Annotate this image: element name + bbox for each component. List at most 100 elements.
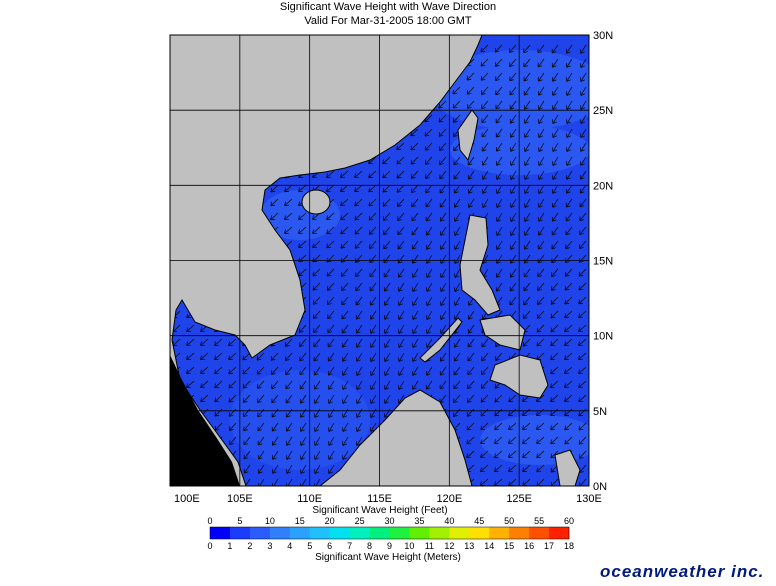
arrow [214,338,223,346]
arrow [424,142,433,151]
arrow [286,478,293,486]
arrow [454,240,461,250]
arrow [426,282,433,292]
arrow [214,422,223,431]
arrow [328,422,335,432]
arrow [466,86,475,95]
arrow [257,394,265,403]
feet-tick-label: 50 [504,516,514,526]
meter-tick-label: 4 [287,541,292,551]
arrow [270,212,279,221]
arrow [257,422,265,432]
arrow [354,240,363,249]
lon-label: 125E [506,493,532,505]
arrow [424,156,433,165]
arrow [564,338,573,347]
arrow [356,436,363,446]
arrow [536,464,545,473]
arrow [453,380,461,390]
arrow [243,408,251,417]
arrow [537,226,545,236]
arrow [229,436,237,446]
arrow [496,170,503,180]
arrow [411,240,419,250]
colorbar-cell [210,527,231,539]
arrow [286,464,293,474]
meter-tick-label: 14 [484,541,494,551]
arrow [284,198,293,207]
arrow [467,352,475,362]
arrow [384,394,391,404]
arrow [453,352,461,362]
arrow [440,254,447,264]
arrow [271,408,279,418]
arrow [228,338,237,347]
arrow [508,408,517,417]
arrow [522,436,531,444]
meter-tick-label: 10 [404,541,414,551]
arrow [326,170,335,178]
colorbar-cell [429,527,450,539]
arrow [270,352,279,361]
arrow [398,310,405,320]
arrow [536,310,545,319]
arrow [524,156,531,166]
arrow [398,380,405,390]
arrow [482,184,489,194]
arrow [340,170,349,178]
arrow [285,352,293,361]
sulawesi [554,449,581,486]
arrow [298,226,307,234]
arrow [312,268,321,277]
wave-area [230,370,370,470]
arrow [550,450,559,459]
arrow [382,198,391,207]
arrow [438,100,447,109]
arrow [510,226,517,236]
arrow [578,338,587,346]
arrow [578,436,587,445]
arrow [496,184,503,194]
arrow [368,212,377,221]
arrow [326,184,335,192]
arrow [356,408,363,418]
arrow [524,114,531,124]
arrow [412,366,419,376]
arrow [522,338,531,347]
meter-tick-label: 17 [544,541,554,551]
arrow [522,464,531,473]
arrow [256,380,265,389]
arrow [257,408,265,418]
feet-tick-label: 30 [384,516,394,526]
arrow [494,44,503,53]
arrow [523,58,531,68]
lat-label: 25N [593,105,613,117]
arrow [564,366,573,374]
arrow [537,282,545,292]
arrow [242,352,251,361]
arrow [551,72,559,82]
arrow [523,240,531,250]
arrow [369,240,377,249]
colorbar-cell [409,527,430,539]
arrow [314,436,321,446]
arrow [314,394,321,404]
arrow [467,310,475,320]
arrow [480,436,489,445]
arrow [397,198,405,207]
arrow [214,366,223,375]
arrow [510,240,517,250]
arrow [355,310,363,320]
arrow [298,240,307,248]
arrow [579,240,587,249]
arrow [564,310,573,319]
arrow [550,324,559,333]
feet-tick-label: 45 [474,516,484,526]
lon-label: 110E [297,493,322,505]
arrow [566,86,573,96]
arrow [384,352,391,362]
arrow [342,366,349,376]
meter-tick-label: 2 [247,541,252,551]
meter-tick-label: 3 [267,541,272,551]
arrow [454,296,461,306]
